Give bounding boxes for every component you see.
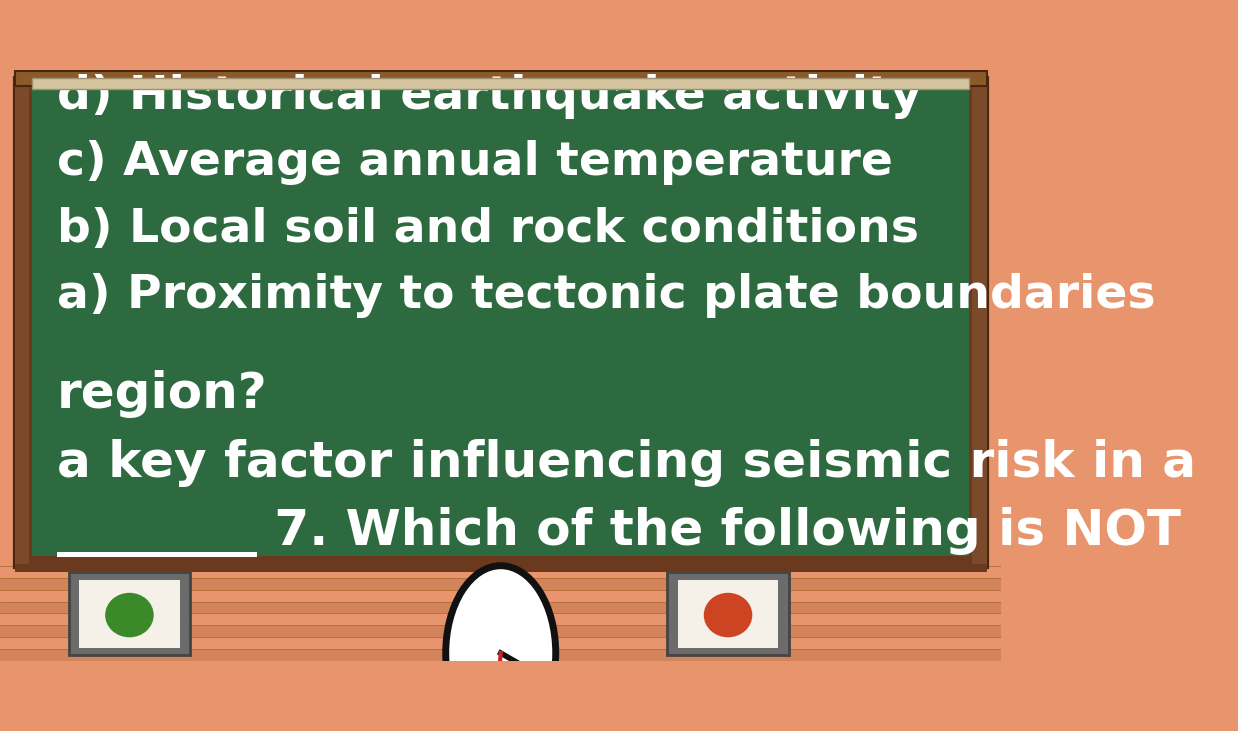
Text: a key factor influencing seismic risk in a: a key factor influencing seismic risk in… [57,439,1196,487]
Bar [15,78,987,567]
Bar [15,72,987,86]
Bar [32,78,969,89]
Bar [678,580,779,648]
Bar [0,613,1002,625]
Bar [79,580,180,648]
Ellipse shape [446,566,556,731]
Bar [0,566,1002,577]
Bar [0,637,1002,649]
Bar [0,577,1002,590]
Bar [69,572,191,655]
Bar [972,78,987,567]
Ellipse shape [703,593,753,637]
Text: c) Average annual temperature: c) Average annual temperature [57,140,893,185]
Text: ________ 7. Which of the following is NOT: ________ 7. Which of the following is NO… [57,507,1181,558]
Bar [32,89,969,556]
Text: b) Local soil and rock conditions: b) Local soil and rock conditions [57,207,919,251]
Bar [0,590,1002,602]
Bar [0,649,1002,661]
Ellipse shape [105,593,154,637]
Bar [0,625,1002,637]
Text: d) Historical earthquake activity: d) Historical earthquake activity [57,74,921,119]
Text: region?: region? [57,370,267,418]
Text: a) Proximity to tectonic plate boundaries: a) Proximity to tectonic plate boundarie… [57,273,1155,318]
Bar [0,602,1002,613]
Bar [15,78,30,567]
Bar [15,564,987,572]
Bar [667,572,789,655]
